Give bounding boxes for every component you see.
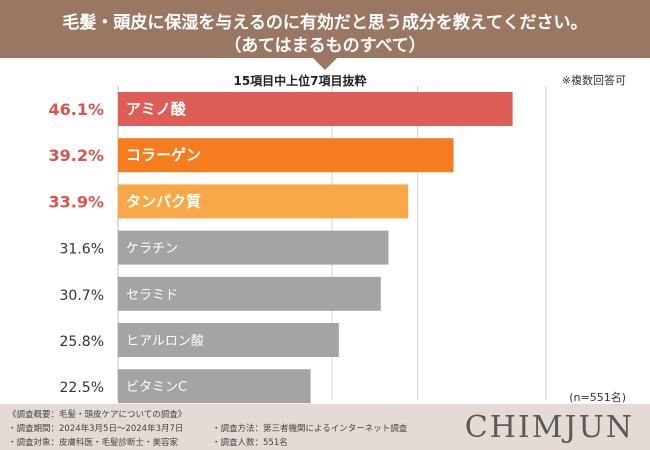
header-pointer <box>313 58 337 70</box>
question-header: 毛髪・頭皮に保湿を与えるのに有効だと思う成分を教えてください。 （あてはまるもの… <box>0 0 650 58</box>
bar-6 <box>118 323 339 357</box>
chart-subtitle: 15項目中上位7項目抜粋 <box>233 74 367 88</box>
survey-count: ・調査人数：551名 <box>212 438 288 448</box>
sample-size-label: (n=551名) <box>569 391 626 404</box>
bar-5 <box>118 276 381 311</box>
bar-category-label: ビタミンC <box>126 380 187 395</box>
bar-value-label: 22.5% <box>60 380 104 396</box>
survey-overview: 《調査概要：毛髪・頭皮ケアについての調査》 <box>8 410 187 420</box>
bar-category-label: セラミド <box>126 288 178 303</box>
bar-value-label: 31.6% <box>60 242 104 258</box>
bar-2 <box>118 138 454 173</box>
bar-1 <box>118 92 513 126</box>
bar-category-label: コラーゲン <box>126 146 201 164</box>
bar-value-label: 33.9% <box>48 192 104 211</box>
question-line-2: （あてはまるものすべて） <box>224 36 426 56</box>
bar-value-label: 46.1% <box>48 100 104 119</box>
brand-logo: CHIMJUN <box>464 410 634 445</box>
question-line-1: 毛髪・頭皮に保湿を与えるのに有効だと思う成分を教えてください。 <box>62 13 588 33</box>
bar-value-label: 39.2% <box>48 146 104 165</box>
bar-7 <box>118 369 311 404</box>
survey-target: ・調査対象：皮膚科医・毛髪診断士・美容家 <box>8 438 179 448</box>
bar-3 <box>118 184 409 219</box>
survey-period: ・調査期間：2024年3月5日〜2024年3月7日 <box>8 424 184 434</box>
survey-method: ・調査方法：第三者機関によるインターネット調査 <box>212 424 408 434</box>
bar-value-label: 30.7% <box>60 288 104 304</box>
multiple-answer-note: ※複数回答可 <box>561 74 626 87</box>
bar-category-label: ケラチン <box>126 242 178 257</box>
bar-category-label: タンパク質 <box>126 192 201 210</box>
bar-value-label: 25.8% <box>60 334 104 350</box>
bar-chart: アミノ酸 46.1% コラーゲン 39.2% タンパク質 33.9% ケラチン 31.6% セラ… <box>48 86 547 404</box>
bar-category-label: ヒアルロン酸 <box>126 334 204 349</box>
survey-footer: 《調査概要：毛髪・頭皮ケアについての調査》 ・調査期間：2024年3月5日〜20… <box>0 404 650 450</box>
bar-category-label: アミノ酸 <box>126 100 187 118</box>
bar-4 <box>118 230 389 265</box>
